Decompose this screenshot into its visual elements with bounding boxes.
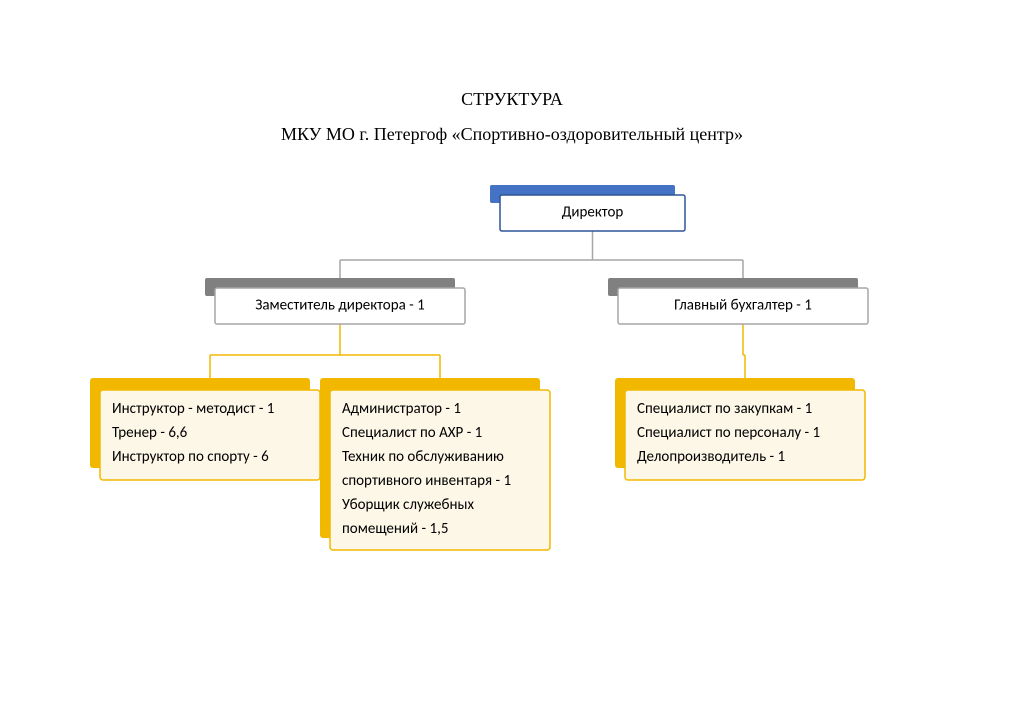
title-line2: МКУ МО г. Петергоф «Спортивно-оздоровите… [281,124,743,144]
org-chart: СТРУКТУРА МКУ МО г. Петергоф «Спортивно-о… [0,0,1024,724]
title-line1: СТРУКТУРА [461,89,563,109]
director-label: Директор [562,204,624,222]
deputy-label: Заместитель директора - 1 [255,297,425,315]
accountant-label: Главный бухгалтер - 1 [674,297,812,315]
